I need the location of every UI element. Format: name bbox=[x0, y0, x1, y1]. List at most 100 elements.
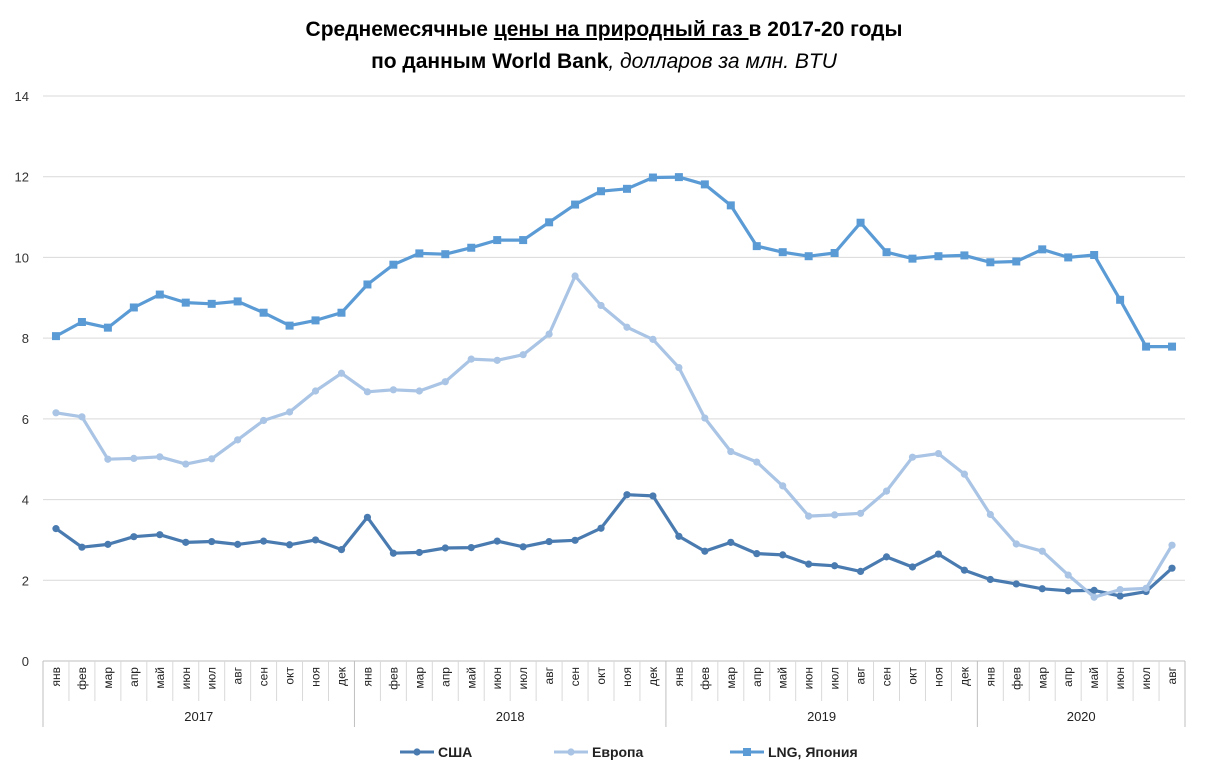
data-point bbox=[752, 242, 761, 251]
data-point bbox=[779, 551, 787, 559]
y-tick-label: 4 bbox=[22, 493, 29, 508]
data-point bbox=[467, 543, 475, 552]
data-point bbox=[960, 470, 968, 478]
data-point bbox=[208, 455, 216, 463]
data-point bbox=[597, 187, 606, 196]
y-tick-label: 10 bbox=[15, 250, 29, 265]
data-point bbox=[1090, 586, 1098, 594]
data-point bbox=[908, 453, 917, 461]
data-point bbox=[649, 492, 657, 500]
data-point bbox=[804, 252, 813, 261]
y-tick-label: 0 bbox=[22, 654, 29, 669]
data-point bbox=[311, 387, 320, 395]
x-tick-label: апр bbox=[1061, 667, 1075, 687]
data-point bbox=[1142, 584, 1150, 592]
data-point bbox=[207, 299, 216, 308]
data-point bbox=[1116, 295, 1125, 304]
x-tick-label: окт bbox=[594, 667, 608, 685]
data-point bbox=[701, 414, 709, 422]
data-point bbox=[234, 436, 242, 444]
data-point bbox=[545, 537, 553, 546]
data-point bbox=[960, 566, 968, 574]
data-point bbox=[674, 173, 683, 182]
x-tick-label: апр bbox=[438, 667, 452, 687]
data-point bbox=[1012, 540, 1020, 548]
data-point bbox=[779, 482, 787, 490]
data-point bbox=[78, 413, 86, 421]
legend-marker bbox=[743, 748, 751, 756]
data-point bbox=[831, 562, 839, 570]
x-tick-label: мар bbox=[1035, 667, 1049, 689]
data-point bbox=[104, 455, 112, 463]
data-point bbox=[675, 364, 683, 372]
data-point bbox=[908, 563, 917, 571]
data-point bbox=[415, 387, 423, 395]
title-line2-a: по данным World Bank bbox=[371, 50, 609, 73]
data-point bbox=[675, 532, 683, 540]
x-tick-label: май bbox=[776, 667, 790, 689]
data-point bbox=[1012, 257, 1021, 266]
data-point bbox=[389, 260, 398, 269]
year-label: 2017 bbox=[184, 709, 213, 724]
data-point bbox=[753, 458, 761, 466]
data-point bbox=[441, 378, 449, 386]
data-point bbox=[1116, 585, 1124, 594]
data-point bbox=[259, 308, 268, 317]
y-tick-label: 8 bbox=[22, 331, 29, 346]
data-point bbox=[363, 513, 372, 521]
data-point bbox=[1038, 245, 1047, 254]
data-point bbox=[753, 550, 761, 558]
data-point bbox=[52, 409, 60, 417]
data-point bbox=[1064, 587, 1072, 595]
x-tick-label: фев bbox=[1009, 667, 1023, 690]
year-label: 2019 bbox=[807, 709, 836, 724]
data-point bbox=[571, 536, 579, 544]
data-point bbox=[727, 447, 735, 456]
data-point bbox=[1168, 564, 1176, 572]
data-point bbox=[726, 201, 735, 210]
data-point bbox=[623, 491, 631, 499]
data-point bbox=[545, 330, 553, 338]
x-tick-label: апр bbox=[750, 667, 764, 687]
data-point bbox=[856, 509, 865, 517]
data-point bbox=[1168, 342, 1177, 351]
data-point bbox=[208, 537, 216, 546]
legend-label: США bbox=[438, 744, 472, 760]
x-tick-label: ноя bbox=[931, 667, 945, 687]
data-point bbox=[622, 184, 631, 193]
x-tick-label: ноя bbox=[309, 667, 323, 687]
x-tick-label: дек bbox=[646, 666, 660, 686]
legend-marker bbox=[413, 748, 421, 756]
data-point bbox=[519, 351, 527, 359]
x-tick-label: авг bbox=[854, 666, 868, 684]
data-point bbox=[1142, 342, 1151, 351]
data-point bbox=[156, 531, 164, 539]
x-tick-label: июн bbox=[802, 667, 816, 689]
data-point bbox=[129, 303, 138, 312]
x-tick-label: янв bbox=[672, 667, 686, 687]
data-point bbox=[831, 511, 839, 519]
x-tick-label: ноя bbox=[620, 667, 634, 687]
data-point bbox=[130, 533, 138, 541]
data-point bbox=[389, 386, 397, 394]
x-tick-label: сен bbox=[257, 667, 271, 686]
data-point bbox=[415, 548, 423, 557]
data-point bbox=[1090, 251, 1099, 260]
data-point bbox=[260, 537, 268, 545]
x-tick-label: янв bbox=[983, 667, 997, 687]
data-point bbox=[467, 355, 475, 363]
x-tick-label: мар bbox=[412, 667, 426, 689]
data-point bbox=[934, 550, 943, 558]
data-point bbox=[181, 298, 190, 307]
data-point bbox=[623, 323, 631, 331]
data-point bbox=[856, 218, 865, 227]
x-tick-label: окт bbox=[905, 667, 919, 685]
legend-label: Европа bbox=[592, 744, 644, 760]
data-point bbox=[441, 250, 450, 259]
data-point bbox=[1090, 593, 1098, 601]
x-tick-label: май bbox=[1087, 667, 1101, 689]
data-point bbox=[130, 454, 138, 463]
title-line2-b: , долларов за млн. BTU bbox=[608, 50, 837, 73]
data-point bbox=[882, 487, 891, 495]
